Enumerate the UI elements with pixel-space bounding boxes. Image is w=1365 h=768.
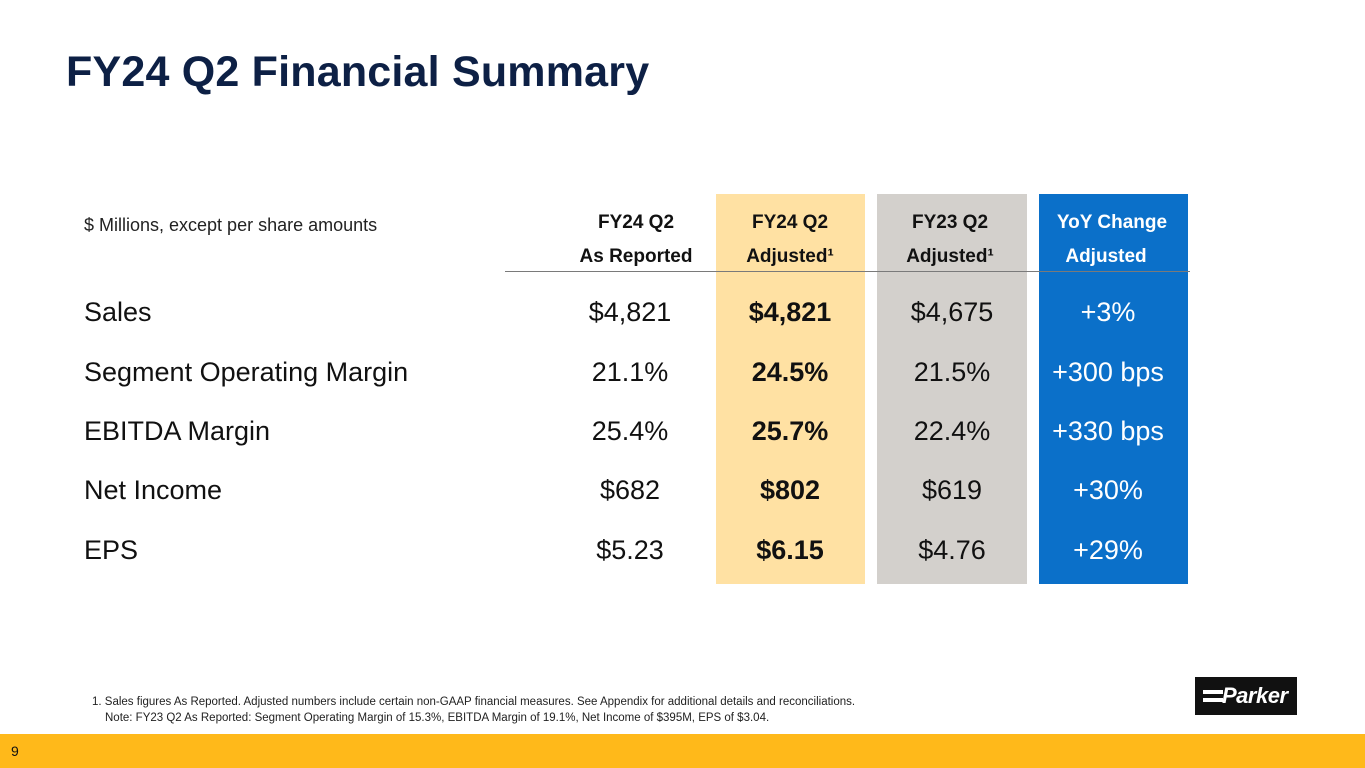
page-number: 9 bbox=[11, 743, 19, 759]
table-row: Sales $4,821 $4,821 $4,675 +3% bbox=[0, 292, 1365, 332]
header-fy24-adjusted: FY24 Q2 Adjusted¹ bbox=[710, 206, 870, 274]
value-adjusted: 24.5% bbox=[751, 357, 829, 387]
value-prior: $619 bbox=[921, 475, 983, 505]
logo-stripe bbox=[1203, 698, 1223, 702]
value-reported: 21.1% bbox=[591, 357, 669, 387]
value-prior: $4,675 bbox=[910, 297, 994, 327]
adjusted-column-highlight bbox=[716, 194, 865, 584]
table-row: Segment Operating Margin 21.1% 24.5% 21.… bbox=[0, 352, 1365, 392]
value-reported: $4,821 bbox=[588, 297, 672, 327]
header-line1: FY24 Q2 bbox=[751, 212, 829, 233]
header-line1: FY23 Q2 bbox=[911, 212, 989, 233]
value-prior: 22.4% bbox=[913, 416, 991, 446]
row-label: Sales bbox=[84, 297, 152, 327]
page-title: FY24 Q2 Financial Summary bbox=[66, 48, 650, 96]
row-label: EPS bbox=[84, 535, 139, 565]
yoy-column-highlight bbox=[1039, 194, 1188, 584]
logo-wordmark: Parker bbox=[1222, 683, 1288, 708]
row-label: EBITDA Margin bbox=[84, 416, 271, 446]
table-row: EBITDA Margin 25.4% 25.7% 22.4% +330 bps bbox=[0, 411, 1365, 451]
value-reported: $682 bbox=[599, 475, 661, 505]
logo-stripe bbox=[1203, 690, 1223, 694]
value-reported: 25.4% bbox=[591, 416, 669, 446]
header-divider bbox=[505, 271, 1190, 272]
footnote-2: Note: FY23 Q2 As Reported: Segment Opera… bbox=[105, 712, 770, 724]
value-yoy: +330 bps bbox=[1052, 416, 1164, 446]
table-row: EPS $5.23 $6.15 $4.76 +29% bbox=[0, 530, 1365, 570]
footer-bar: 9 bbox=[0, 734, 1365, 768]
header-line2: As Reported bbox=[579, 246, 693, 267]
value-adjusted: 25.7% bbox=[751, 416, 829, 446]
header-fy24-reported: FY24 Q2 As Reported bbox=[556, 206, 716, 274]
value-prior: $4.76 bbox=[918, 535, 986, 565]
row-label: Segment Operating Margin bbox=[84, 357, 409, 387]
value-yoy: +30% bbox=[1073, 475, 1143, 505]
footnote-1: 1. Sales figures As Reported. Adjusted n… bbox=[92, 696, 856, 708]
value-yoy: +29% bbox=[1073, 535, 1143, 565]
header-line2: Adjusted¹ bbox=[746, 246, 834, 267]
value-reported: $5.23 bbox=[596, 535, 664, 565]
value-prior: 21.5% bbox=[913, 357, 991, 387]
value-yoy: +3% bbox=[1080, 297, 1136, 327]
header-yoy-change: YoY Change Adjusted bbox=[1032, 206, 1192, 274]
header-line2: Adjusted bbox=[1065, 246, 1147, 267]
header-fy23-adjusted: FY23 Q2 Adjusted¹ bbox=[870, 206, 1030, 274]
value-adjusted: $4,821 bbox=[748, 297, 832, 327]
header-line2: Adjusted¹ bbox=[906, 246, 994, 267]
value-yoy: +300 bps bbox=[1052, 357, 1164, 387]
value-adjusted: $6.15 bbox=[756, 535, 824, 565]
header-line1: YoY Change bbox=[1056, 212, 1168, 233]
row-label: Net Income bbox=[84, 475, 223, 505]
parker-logo-icon: Parker bbox=[1195, 677, 1297, 715]
value-adjusted: $802 bbox=[759, 475, 821, 505]
units-note: $ Millions, except per share amounts bbox=[84, 215, 378, 235]
header-line1: FY24 Q2 bbox=[597, 212, 675, 233]
table-row: Net Income $682 $802 $619 +30% bbox=[0, 470, 1365, 510]
prior-year-column-highlight bbox=[877, 194, 1027, 584]
footnotes: 1. Sales figures As Reported. Adjusted n… bbox=[92, 694, 855, 726]
